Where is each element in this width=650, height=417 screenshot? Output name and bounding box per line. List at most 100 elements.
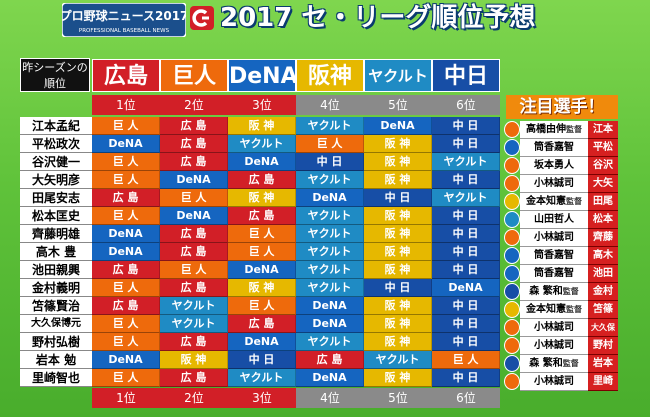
critic-name: 野村弘樹 xyxy=(20,333,92,351)
team-header-0: 広島 xyxy=(92,59,160,92)
prediction-cell: 阪 神 xyxy=(364,315,432,333)
prediction-cell: 中 日 xyxy=(432,297,500,315)
prediction-cell: 中 日 xyxy=(432,369,500,387)
prediction-cell: 中 日 xyxy=(228,351,296,369)
prediction-cell: 中 日 xyxy=(432,261,500,279)
critic-name: 齊藤明雄 xyxy=(20,225,92,243)
giants-icon xyxy=(504,373,520,390)
attention-player: 森 繁和監督 xyxy=(520,355,588,373)
attention-player: 金本知憲監督 xyxy=(520,301,588,319)
prediction-cell: 阪 神 xyxy=(364,333,432,351)
prediction-cell: 巨 人 xyxy=(92,171,160,189)
prediction-cell: 中 日 xyxy=(364,189,432,207)
rank-footer-4: 4位 xyxy=(296,388,364,408)
player-role: 監督 xyxy=(562,359,579,368)
prediction-cell: 巨 人 xyxy=(228,243,296,261)
picker-name: 岩本 xyxy=(588,355,618,373)
prediction-cell: DeNA xyxy=(432,279,500,297)
rank-header-5: 5位 xyxy=(364,95,432,115)
team-header-5: 中日 xyxy=(432,59,500,92)
prediction-cell: 広 島 xyxy=(160,279,228,297)
critic-name: 金村義明 xyxy=(20,279,92,297)
attention-player: 小林誠司 xyxy=(520,337,588,355)
rank-footer-2: 2位 xyxy=(160,388,228,408)
team-header-2: DeNA xyxy=(228,59,298,92)
prediction-cell: 広 島 xyxy=(92,189,160,207)
prediction-cell: 阪 神 xyxy=(364,243,432,261)
prediction-cell: 巨 人 xyxy=(92,207,160,225)
prediction-cell: 中 日 xyxy=(432,333,500,351)
baystars-icon xyxy=(504,265,520,282)
prediction-cell: 巨 人 xyxy=(92,369,160,387)
prediction-cell: 阪 神 xyxy=(364,369,432,387)
prediction-cell: 広 島 xyxy=(160,135,228,153)
prev-season-label-line-1: 昨シーズンの xyxy=(22,61,88,74)
prediction-cell: 中 日 xyxy=(432,117,500,135)
prediction-cell: 阪 神 xyxy=(364,225,432,243)
picker-name: 大久保 xyxy=(588,319,618,337)
prediction-cell: DeNA xyxy=(160,207,228,225)
league-logo-icon xyxy=(190,6,214,30)
picker-name: 大矢 xyxy=(588,175,618,193)
prediction-cell: 巨 人 xyxy=(160,189,228,207)
prediction-cell: 広 島 xyxy=(92,261,160,279)
player-name: 高橋由伸 xyxy=(526,124,566,135)
prediction-cell: 阪 神 xyxy=(228,189,296,207)
prediction-cell: 広 島 xyxy=(92,297,160,315)
attention-player: 小林誠司 xyxy=(520,229,588,247)
prediction-cell: 中 日 xyxy=(432,207,500,225)
prediction-cell: DeNA xyxy=(92,243,160,261)
player-role: 監督 xyxy=(566,197,582,206)
baystars-icon xyxy=(504,247,520,264)
prev-season-label: 昨シーズンの 順位 xyxy=(20,58,90,92)
attention-player: 山田哲人 xyxy=(520,211,588,229)
tigers-icon xyxy=(504,193,520,210)
rank-footer-5: 5位 xyxy=(364,388,432,408)
player-name: 筒香嘉智 xyxy=(534,268,574,279)
prediction-cell: ヤクルト xyxy=(296,261,364,279)
prediction-cell: 広 島 xyxy=(160,333,228,351)
attention-player: 森 繁和監督 xyxy=(520,283,588,301)
prediction-cell: 巨 人 xyxy=(92,333,160,351)
prediction-cell: 巨 人 xyxy=(228,297,296,315)
prediction-cell: DeNA xyxy=(296,297,364,315)
logo-text: プロ野球ニュース2017 xyxy=(62,8,186,23)
prediction-cell: 巨 人 xyxy=(92,279,160,297)
prediction-cell: 阪 神 xyxy=(364,297,432,315)
critic-name: 田尾安志 xyxy=(20,189,92,207)
prediction-cell: ヤクルト xyxy=(432,153,500,171)
prediction-cell: ヤクルト xyxy=(296,279,364,297)
player-name: 筒香嘉智 xyxy=(534,250,574,261)
attention-player: 小林誠司 xyxy=(520,373,588,391)
critic-name: 里崎智也 xyxy=(20,369,92,387)
prediction-cell: DeNA xyxy=(364,117,432,135)
team-header-1: 巨人 xyxy=(160,59,228,92)
prediction-cell: 広 島 xyxy=(228,207,296,225)
critic-name: 松本匡史 xyxy=(20,207,92,225)
rank-footer-1: 1位 xyxy=(92,388,160,408)
prediction-cell: 巨 人 xyxy=(92,117,160,135)
prediction-cell: 巨 人 xyxy=(92,153,160,171)
prediction-cell: ヤクルト xyxy=(160,315,228,333)
attention-player: 小林誠司 xyxy=(520,319,588,337)
prediction-cell: ヤクルト xyxy=(228,135,296,153)
prediction-cell: ヤクルト xyxy=(296,171,364,189)
prediction-cell: ヤクルト xyxy=(296,225,364,243)
prediction-cell: DeNA xyxy=(228,261,296,279)
swallows-icon xyxy=(504,211,520,228)
giants-icon xyxy=(504,175,520,192)
prediction-cell: 中 日 xyxy=(296,153,364,171)
prediction-cell: 阪 神 xyxy=(160,351,228,369)
attention-player: 筒香嘉智 xyxy=(520,139,588,157)
prediction-cell: DeNA xyxy=(228,333,296,351)
picker-name: 池田 xyxy=(588,265,618,283)
player-name: 小林誠司 xyxy=(534,340,574,351)
prediction-cell: ヤクルト xyxy=(364,351,432,369)
rank-footer-6: 6位 xyxy=(432,388,500,408)
attention-player: 小林誠司 xyxy=(520,175,588,193)
attention-player: 金本知憲監督 xyxy=(520,193,588,211)
prediction-cell: 広 島 xyxy=(296,351,364,369)
player-name: 坂本勇人 xyxy=(534,160,574,171)
player-name: 小林誠司 xyxy=(534,322,574,333)
prediction-cell: 中 日 xyxy=(432,171,500,189)
